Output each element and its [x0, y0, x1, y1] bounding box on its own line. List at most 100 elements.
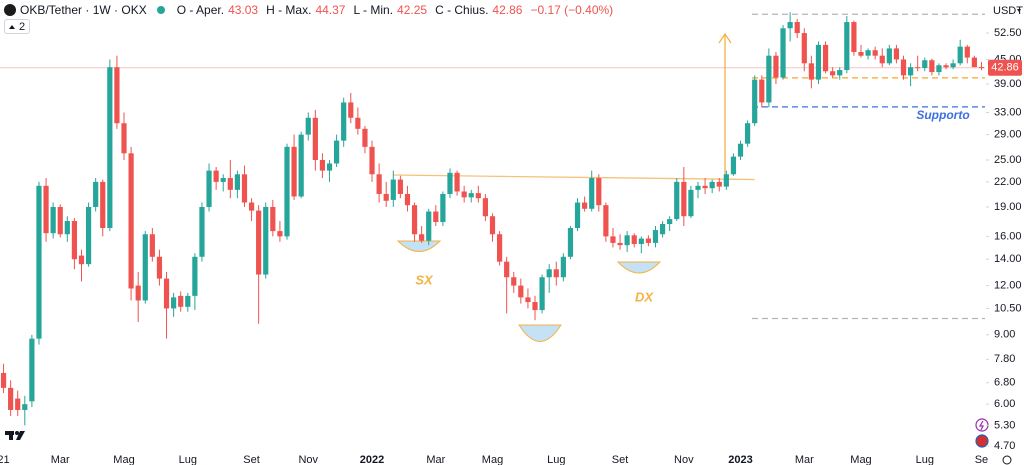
y-tick-label: 6.80	[994, 377, 1015, 389]
candle-body	[234, 174, 240, 190]
settings-icon[interactable]	[1002, 455, 1012, 465]
candle-body	[936, 65, 942, 73]
candle-body	[532, 302, 538, 311]
candle-body	[745, 123, 751, 144]
candle-body	[617, 242, 623, 246]
candle-body	[773, 55, 779, 78]
candle-body	[667, 219, 673, 224]
candle-body	[716, 181, 722, 187]
candle-body	[907, 67, 914, 76]
candle-body	[964, 46, 970, 58]
ohlc-value: 44.37	[315, 3, 346, 17]
x-tick-label: Mag	[482, 454, 503, 465]
x-tick-label: Nov	[674, 454, 694, 465]
pattern-bowl	[396, 240, 442, 252]
candle-body	[178, 295, 184, 307]
candle-body	[256, 210, 262, 275]
candle-body	[709, 181, 715, 189]
x-tick-label: 21	[0, 454, 10, 465]
candle-body	[688, 189, 694, 217]
candle-body	[957, 46, 963, 64]
candle-body	[8, 387, 14, 410]
ohlc-value: 42.86	[492, 3, 523, 17]
candle-body	[213, 170, 219, 182]
candle-body	[312, 117, 318, 161]
candle-body	[468, 193, 474, 198]
x-tick-label: Lug	[916, 454, 934, 465]
candle-body	[489, 216, 496, 235]
candle-body	[341, 102, 347, 141]
candle-body	[496, 234, 503, 262]
candle-body	[723, 174, 729, 187]
candle-body	[369, 146, 375, 175]
candle-body	[22, 404, 28, 410]
icon[interactable]	[975, 434, 989, 448]
candle-body	[220, 178, 226, 182]
candle-body	[844, 22, 850, 71]
legend-header: OKB/Tether · 1W · OKX O - Aper. 43.03 H - M…	[4, 3, 613, 17]
y-tick-label: 6.00	[994, 398, 1015, 410]
change: −0.17 (−0.40%)	[530, 3, 614, 17]
y-tick-label: 39.00	[994, 78, 1022, 90]
annotation: SX	[415, 272, 434, 287]
candle-body	[114, 67, 120, 124]
indicator-toggle[interactable]: 2	[4, 19, 31, 34]
candle-body	[100, 181, 106, 229]
candle-body	[695, 185, 701, 190]
x-tick-label: Mag	[113, 454, 134, 465]
candle-body	[440, 193, 446, 223]
candle-body	[787, 22, 793, 29]
candle-body	[142, 234, 148, 301]
candle-body	[376, 174, 382, 194]
candle-body	[950, 63, 956, 68]
candle-body	[915, 67, 921, 69]
y-tick-label: 29.00	[994, 129, 1022, 141]
candle-body	[475, 193, 481, 199]
y-tick-label: 5.30	[994, 419, 1015, 431]
candle-body	[780, 28, 786, 78]
candle-body	[277, 231, 283, 237]
candle-body	[355, 117, 361, 129]
candle-body	[596, 178, 602, 206]
candle-body	[263, 206, 269, 275]
candle-body	[879, 55, 885, 64]
candle-body	[681, 181, 687, 217]
y-tick-label: 7.80	[994, 353, 1015, 365]
candle-body	[411, 205, 418, 235]
x-tick-label: Mag	[850, 454, 871, 465]
candle-body	[759, 79, 765, 103]
candle-body	[610, 236, 616, 243]
y-tick-label: 22.00	[994, 176, 1022, 188]
ohlc-value: 43.03	[228, 3, 259, 17]
candle-body	[447, 172, 453, 194]
x-tick-label: Set	[612, 454, 629, 465]
candle-body	[589, 178, 595, 209]
candle-body	[0, 372, 7, 388]
candle-body	[886, 48, 892, 64]
candle-body	[929, 60, 935, 73]
candle-body	[631, 235, 637, 245]
candle-body	[922, 60, 928, 69]
y-tick-label: 33.00	[994, 106, 1022, 118]
icon	[978, 420, 984, 431]
y-tick-label: 14.00	[994, 253, 1022, 265]
candle-body	[107, 67, 113, 229]
currency-dropdown	[1017, 9, 1021, 12]
candle-body	[334, 140, 340, 164]
candle-body	[121, 123, 127, 154]
candle-body	[624, 235, 630, 246]
candle-body	[652, 230, 659, 243]
x-tick-label: Set	[243, 454, 260, 465]
candle-body	[560, 256, 566, 278]
candle-body	[319, 160, 326, 171]
candle-body	[305, 117, 311, 135]
candle-body	[291, 146, 297, 197]
candle-body	[752, 79, 758, 124]
candle-body	[149, 234, 155, 257]
candle-body	[206, 170, 212, 207]
x-tick-label: Lug	[179, 454, 197, 465]
pattern-bowl	[518, 324, 562, 342]
x-tick-label: 2023	[728, 454, 752, 465]
ohlc-label: C - Chius.	[435, 3, 489, 17]
